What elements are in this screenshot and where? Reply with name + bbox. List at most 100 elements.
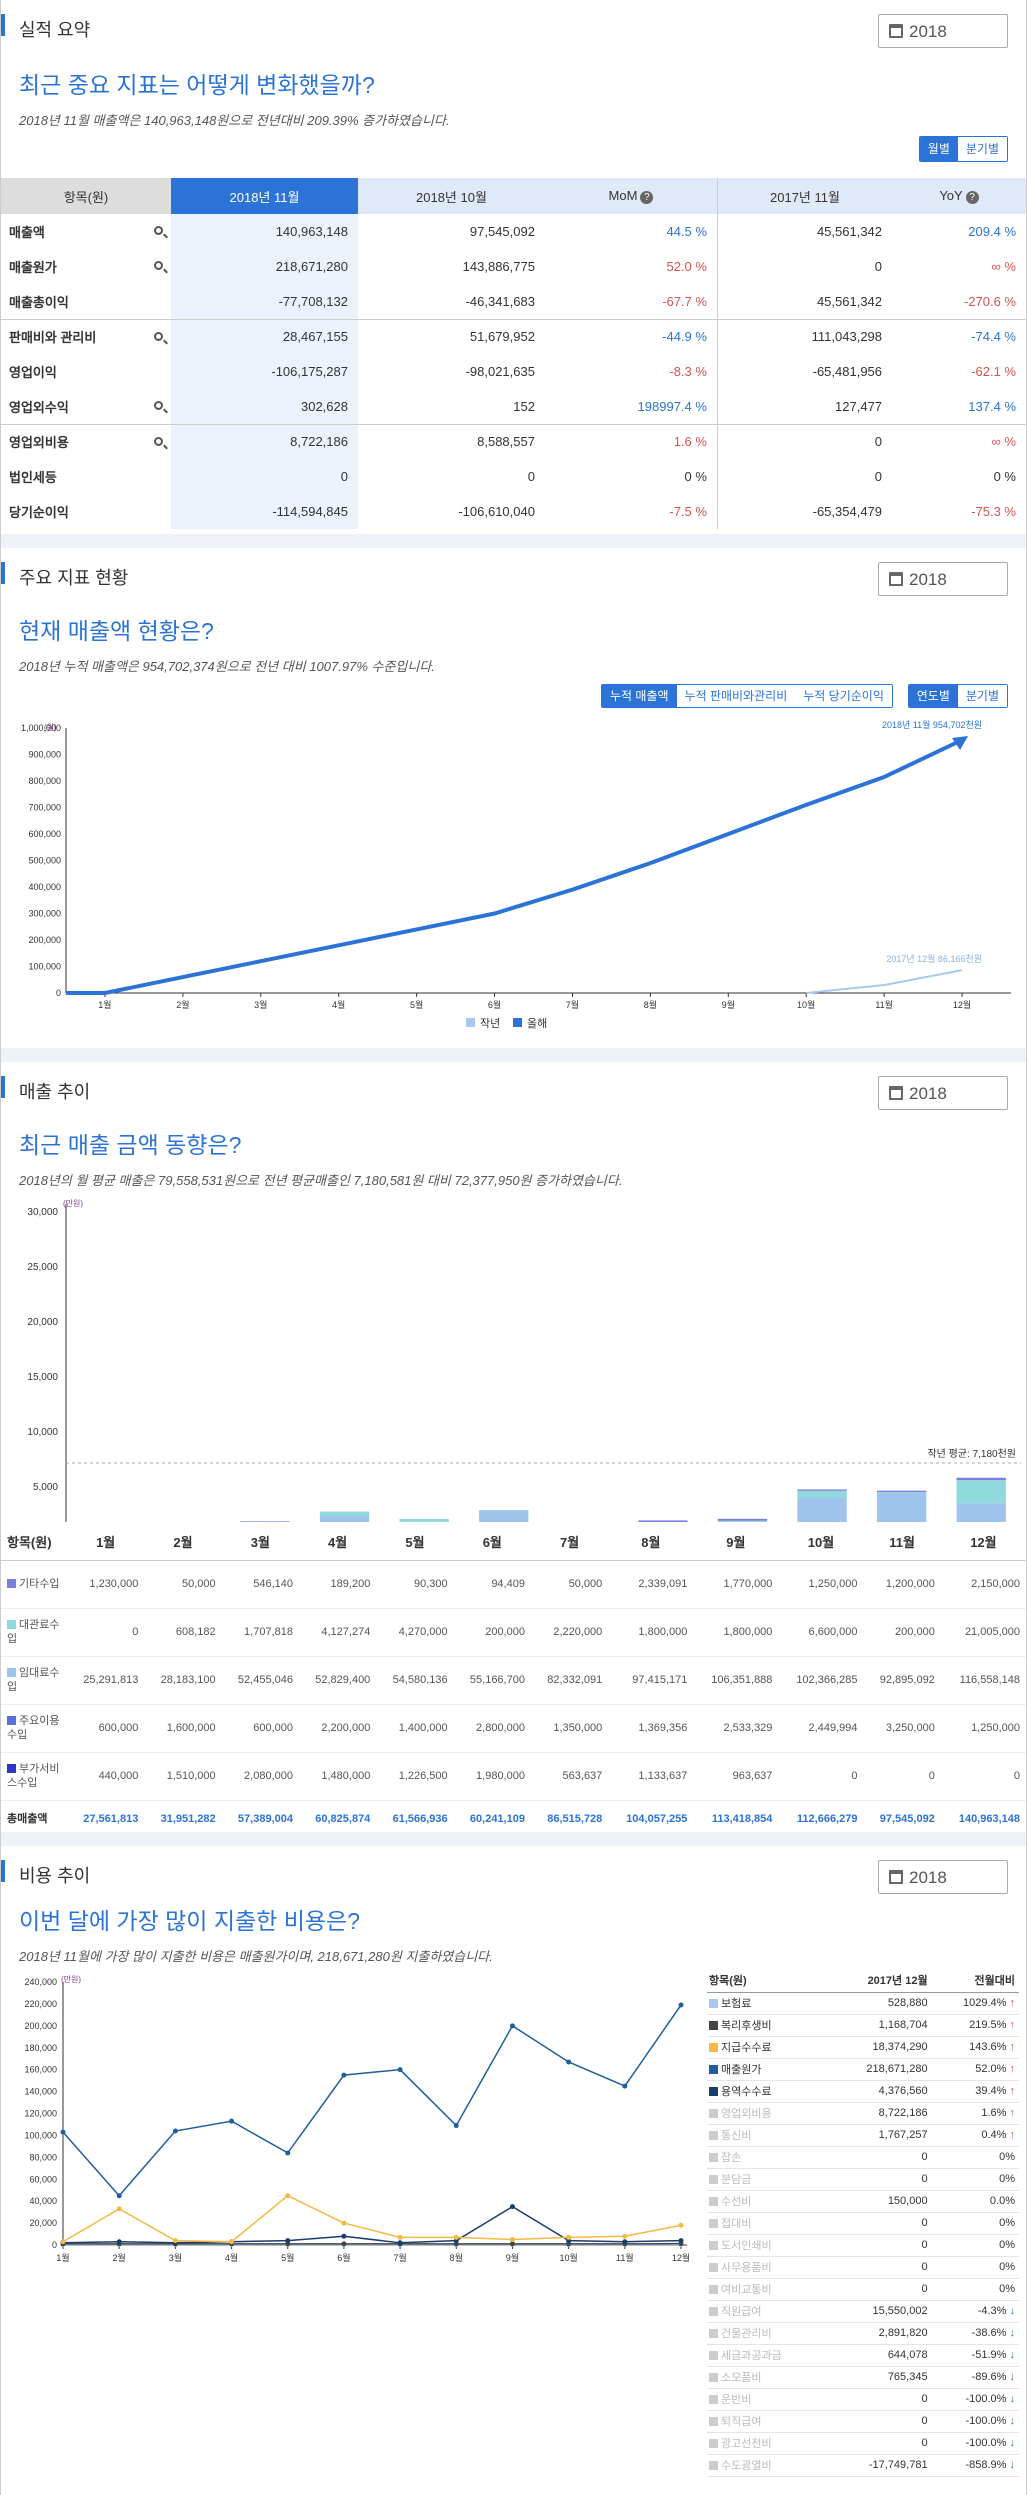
arrow-down-icon: ↓ <box>1006 2327 1015 2339</box>
section-gap <box>1 1832 1026 1846</box>
series-point <box>341 2072 347 2078</box>
performance-summary-section: 실적 요약 2018 최근 중요 지표는 어떻게 변화했을까? 2018년 11… <box>1 0 1026 534</box>
row-label: 통신비 <box>707 2124 830 2147</box>
row-label: 운반비 <box>707 2388 830 2411</box>
row-label: 지급수수료 <box>707 2036 830 2059</box>
search-icon[interactable] <box>154 331 163 341</box>
bar-segment <box>479 1510 529 1522</box>
column-header: 항목(원) <box>707 1968 830 1993</box>
bar-segment <box>638 1520 688 1522</box>
legend-row[interactable]: 광고선전비 0 -100.0% ↓ <box>707 2432 1019 2455</box>
legend-row[interactable]: 도서인쇄비 0 0% <box>707 2234 1019 2257</box>
legend-swatch <box>709 2395 718 2404</box>
row-label-text: 분담금 <box>721 2174 752 2186</box>
table-cell: 8,722,186 <box>171 423 358 459</box>
table-cell: 0 <box>171 459 358 494</box>
legend-row[interactable]: 건물관리비 2,891,820 -38.6% ↓ <box>707 2322 1019 2345</box>
table-cell: 198997.4 % <box>637 398 707 414</box>
row-label-text: 수도광열비 <box>721 2460 772 2472</box>
row-label: 보험료 <box>707 1992 830 2015</box>
x-tick-label: 9월 <box>506 2252 519 2263</box>
search-icon[interactable] <box>154 401 163 410</box>
legend-row[interactable]: 세금과공과금 644,078 -51.9% ↓ <box>707 2344 1019 2367</box>
table-cell: 1,770,000 <box>693 1560 779 1609</box>
y-tick-label: 25,000 <box>27 1262 58 1273</box>
table-cell: 45,561,342 <box>716 284 893 319</box>
legend-row[interactable]: 분담금 0 0% <box>707 2168 1019 2191</box>
y-tick-label: 0 <box>56 988 61 998</box>
section-header: 비용 추이 2018 <box>1 1846 1026 1894</box>
legend-row[interactable]: 퇴직급여 0 -100.0% ↓ <box>707 2410 1019 2433</box>
bar-segment <box>319 1511 370 1517</box>
search-icon[interactable] <box>154 436 163 446</box>
series-point <box>678 2002 684 2008</box>
search-icon[interactable] <box>154 226 163 235</box>
series-point <box>622 2239 628 2245</box>
year-selector[interactable]: 2018 <box>878 14 1008 48</box>
toggle-yearly[interactable]: 연도별 <box>908 685 958 707</box>
legend-row[interactable]: 소모품비 765,345 -89.6% ↓ <box>707 2366 1019 2389</box>
legend-row[interactable]: 잡손 0 0% <box>707 2146 1019 2169</box>
axis-unit: (만원) <box>63 1199 83 1208</box>
legend-swatch <box>709 2087 718 2096</box>
tab-cumulative-net-income[interactable]: 누적 당기순이익 <box>795 685 892 707</box>
table-cell: 0 <box>829 2212 932 2235</box>
table-cell: 1,226,500 <box>376 1752 454 1801</box>
legend-row[interactable]: 수선비 150,000 0.0% <box>707 2190 1019 2213</box>
series-point <box>397 2234 403 2240</box>
section-summary: 2018년 11월에 가장 많이 지출한 비용은 매출원가이며, 218,671… <box>19 1949 493 1964</box>
y-tick-label: 200,000 <box>28 935 61 945</box>
tab-cumulative-revenue[interactable]: 누적 매출액 <box>602 685 677 707</box>
year-selector[interactable]: 2018 <box>878 1076 1008 1110</box>
table-cell: 1,400,000 <box>376 1704 454 1753</box>
x-tick-label: 2월 <box>176 999 189 1010</box>
column-header: 4월 <box>298 1524 377 1561</box>
annotation-label: 2018년 11월 954,702천원 <box>882 719 982 730</box>
legend-row[interactable]: 통신비 1,767,257 0.4% ↑ <box>707 2124 1019 2147</box>
table-cell: -46,341,683 <box>465 293 535 309</box>
search-icon[interactable] <box>154 261 163 270</box>
tab-cumulative-sga[interactable]: 누적 판매비와관리비 <box>676 685 796 707</box>
section-question: 최근 중요 지표는 어떻게 변화했을까? <box>19 72 375 98</box>
legend-row[interactable]: 영업외비용 8,722,186 1.6% ↑ <box>707 2102 1019 2125</box>
table-cell: 28,467,155 <box>171 318 358 354</box>
table-cell: 1,350,000 <box>530 1704 609 1753</box>
legend-row[interactable]: 매출원가 218,671,280 52.0% ↑ <box>707 2058 1019 2081</box>
legend-row[interactable]: 접대비 0 0% <box>707 2212 1019 2235</box>
row-label-text: 지급수수료 <box>721 2042 772 2054</box>
x-tick-label: 10월 <box>559 2252 577 2263</box>
table-cell: 0 <box>716 423 893 459</box>
legend-row[interactable]: 수도광열비 -17,749,781 -858.9% ↓ <box>707 2454 1019 2477</box>
legend-row[interactable]: 보험료 528,880 1029.4% ↑ <box>707 1992 1019 2015</box>
help-icon[interactable]: ? <box>965 191 979 204</box>
row-label: 잡손 <box>707 2146 830 2169</box>
toggle-quarterly[interactable]: 분기별 <box>957 685 1007 707</box>
expense-legend-table: 항목(원) 2017년 12월 전월대비 보험료 528,880 1029.4% ↑ 복리후… <box>707 1968 1019 2477</box>
table-cell: -106,610,040 <box>458 504 535 519</box>
table-cell: 45,561,342 <box>716 214 893 249</box>
table-cell: -270.6 % <box>963 293 1016 309</box>
arrow-down-icon: ↓ <box>1006 2305 1015 2317</box>
series-point <box>116 2239 122 2245</box>
legend-row[interactable]: 직원급여 15,550,002 -4.3% ↓ <box>707 2300 1019 2323</box>
toggle-monthly[interactable]: 월별 <box>919 137 958 161</box>
legend-label: 작년 <box>480 1017 500 1030</box>
legend-row[interactable]: 운반비 0 -100.0% ↓ <box>707 2388 1019 2411</box>
column-header: 2월 <box>144 1524 222 1561</box>
legend-row[interactable]: 용역수수료 4,376,560 39.4% ↑ <box>707 2080 1019 2103</box>
table-row: 법인세등 0 0 0 % 0 0 % <box>1 459 1026 494</box>
help-icon[interactable]: ? <box>640 191 654 204</box>
table-cell: 6,600,000 <box>778 1608 864 1657</box>
table-cell: 1,168,704 <box>829 2014 932 2037</box>
legend-row[interactable]: 여비교통비 0 0% <box>707 2278 1019 2301</box>
legend-row[interactable]: 지급수수료 18,374,290 143.6% ↑ <box>707 2036 1019 2059</box>
legend-row[interactable]: 복리후생비 1,168,704 219.5% ↑ <box>707 2014 1019 2037</box>
table-header-row: 항목(원) 1월 2월 3월 4월 5월 6월 7월 8월 9월 10월 11월 12월 <box>1 1524 1026 1561</box>
metric-tabs: 누적 매출액 누적 판매비와관리비 누적 당기순이익 <box>601 684 893 708</box>
expense-trend-section: 비용 추이 2018 이번 달에 가장 많이 지출한 비용은? 2018년 11… <box>1 1846 1026 2495</box>
table-cell: 0% <box>931 2278 1019 2301</box>
toggle-quarterly[interactable]: 분기별 <box>957 137 1007 161</box>
year-selector[interactable]: 2018 <box>878 562 1008 596</box>
legend-row[interactable]: 사무용품비 0 0% <box>707 2256 1019 2279</box>
year-selector[interactable]: 2018 <box>878 1860 1008 1894</box>
